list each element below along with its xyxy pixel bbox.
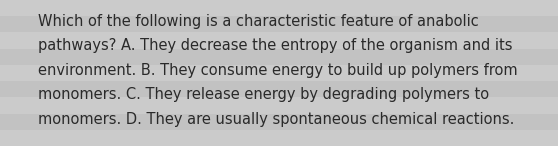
FancyBboxPatch shape bbox=[0, 32, 558, 49]
FancyBboxPatch shape bbox=[0, 0, 558, 16]
Text: environment. B. They consume energy to build up polymers from: environment. B. They consume energy to b… bbox=[38, 63, 518, 78]
FancyBboxPatch shape bbox=[0, 65, 558, 81]
FancyBboxPatch shape bbox=[0, 81, 558, 97]
FancyBboxPatch shape bbox=[0, 114, 558, 130]
FancyBboxPatch shape bbox=[0, 130, 558, 146]
Text: monomers. C. They release energy by degrading polymers to: monomers. C. They release energy by degr… bbox=[38, 87, 489, 102]
Text: pathways? A. They decrease the entropy of the organism and its: pathways? A. They decrease the entropy o… bbox=[38, 39, 512, 53]
Text: monomers. D. They are usually spontaneous chemical reactions.: monomers. D. They are usually spontaneou… bbox=[38, 112, 514, 127]
FancyBboxPatch shape bbox=[0, 49, 558, 65]
FancyBboxPatch shape bbox=[0, 16, 558, 32]
FancyBboxPatch shape bbox=[0, 97, 558, 114]
Text: Which of the following is a characteristic feature of anabolic: Which of the following is a characterist… bbox=[38, 14, 479, 29]
